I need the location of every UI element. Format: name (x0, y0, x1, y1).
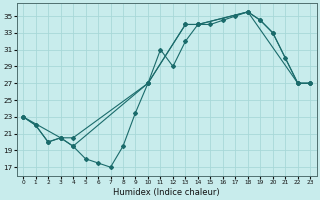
X-axis label: Humidex (Indice chaleur): Humidex (Indice chaleur) (113, 188, 220, 197)
